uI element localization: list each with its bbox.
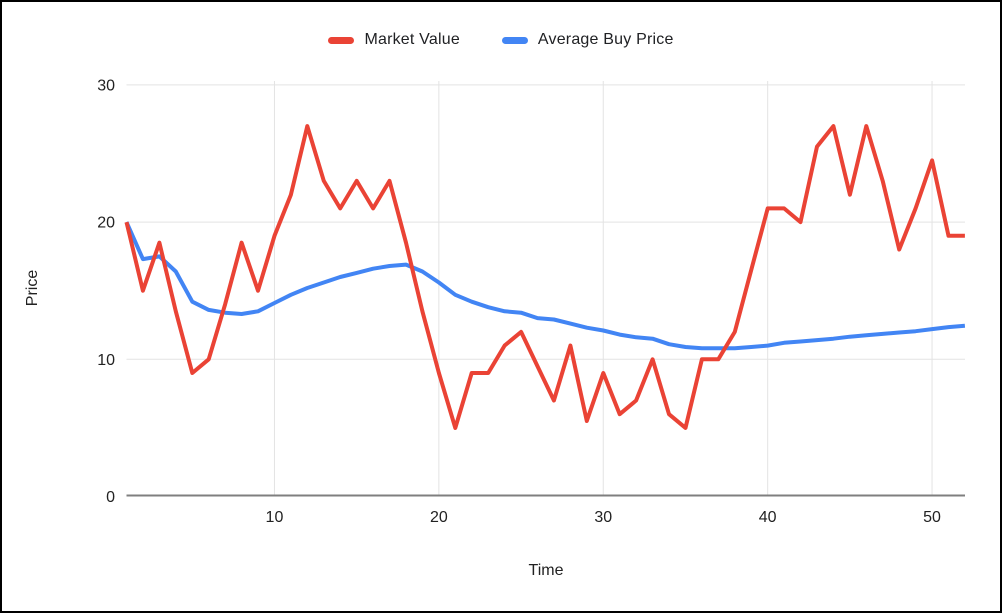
average-buy-price-line — [124, 221, 966, 351]
legend-item-market-value: Market Value — [328, 31, 460, 49]
legend-item-average-buy-price: Average Buy Price — [501, 31, 674, 49]
x-tick-label: 20 — [430, 509, 448, 526]
x-tick-label: 50 — [923, 509, 941, 526]
y-tick-label: 20 — [97, 215, 115, 232]
chart-legend: Market Value Average Buy Price — [2, 31, 1000, 49]
x-tick-label: 40 — [759, 509, 777, 526]
legend-label-average-buy-price: Average Buy Price — [537, 31, 674, 48]
y-axis-title: Price — [24, 270, 41, 307]
y-tick-label: 10 — [97, 352, 115, 369]
x-tick-label: 30 — [594, 509, 612, 526]
legend-label-market-value: Market Value — [364, 31, 460, 48]
x-axis-title: Time — [529, 562, 564, 579]
legend-swatch-average-buy-price-icon — [501, 36, 528, 44]
x-tick-label: 10 — [266, 509, 284, 526]
legend-swatch-market-value-icon — [328, 36, 355, 44]
y-tick-label: 0 — [106, 489, 115, 506]
y-tick-label: 30 — [97, 77, 115, 94]
market-value-line — [124, 124, 965, 430]
